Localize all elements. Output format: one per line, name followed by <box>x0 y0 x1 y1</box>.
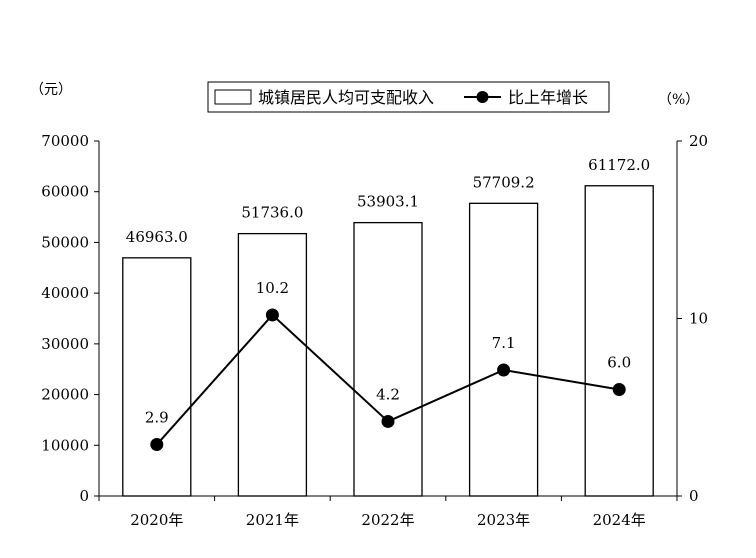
x-tick-label: 2022年 <box>361 511 414 529</box>
left-tick-label: 40000 <box>41 284 89 302</box>
growth-value-label: 6.0 <box>607 354 631 372</box>
bar <box>122 257 192 497</box>
bar-value-label: 57709.2 <box>473 173 535 191</box>
line-data-labels: 2.9 10.2 4.2 7.1 6.0 <box>145 279 631 427</box>
bar-value-label: 53903.1 <box>357 193 419 211</box>
line-series <box>150 308 626 452</box>
left-axis-ticks: 0 10000 20000 30000 40000 50000 60000 70000 <box>41 132 99 505</box>
legend-bar-label: 城镇居民人均可支配收入 <box>258 88 434 107</box>
growth-marker <box>150 438 164 452</box>
right-tick-label: 20 <box>689 132 708 150</box>
bar-value-label: 61172.0 <box>588 156 650 174</box>
left-tick-label: 0 <box>79 487 89 505</box>
x-tick-label: 2021年 <box>246 511 299 529</box>
right-axis-ticks: 0 10 20 <box>677 132 708 505</box>
legend-line-label: 比上年增长 <box>508 88 588 107</box>
growth-marker <box>381 414 395 428</box>
left-tick-label: 50000 <box>41 233 89 251</box>
x-axis-ticks: 2020年 2021年 2022年 2023年 2024年 <box>98 496 678 529</box>
left-tick-label: 30000 <box>41 335 89 353</box>
left-tick-label: 20000 <box>41 386 89 404</box>
right-axis-unit: （%） <box>658 92 699 108</box>
right-tick-label: 0 <box>689 487 699 505</box>
growth-value-label: 4.2 <box>376 385 400 403</box>
legend-line-marker <box>476 91 489 103</box>
legend-box <box>207 81 610 113</box>
legend-bar-swatch <box>214 89 252 105</box>
growth-value-label: 7.1 <box>492 334 516 352</box>
bar-value-label: 51736.0 <box>241 204 303 222</box>
x-tick-label: 2020年 <box>130 511 183 529</box>
growth-marker <box>265 308 279 322</box>
x-tick-label: 2023年 <box>477 511 530 529</box>
growth-marker <box>497 363 511 377</box>
left-axis-unit: （元） <box>30 82 72 98</box>
legend: 城镇居民人均可支配收入 比上年增长 <box>207 81 610 113</box>
growth-value-label: 2.9 <box>145 409 169 427</box>
left-tick-label: 70000 <box>41 132 89 150</box>
bar <box>237 232 308 497</box>
bar <box>584 185 654 497</box>
bar <box>353 221 423 497</box>
bar <box>468 202 539 497</box>
bar-data-labels: 46963.0 51736.0 53903.1 57709.2 61172.0 <box>126 156 650 246</box>
growth-value-label: 10.2 <box>256 279 289 297</box>
left-tick-label: 10000 <box>41 436 89 454</box>
bar-value-label: 46963.0 <box>126 228 188 246</box>
left-tick-label: 60000 <box>41 183 89 201</box>
bar-series <box>122 185 654 497</box>
right-tick-label: 10 <box>689 310 708 328</box>
x-tick-label: 2024年 <box>593 511 646 529</box>
growth-marker <box>612 383 626 396</box>
